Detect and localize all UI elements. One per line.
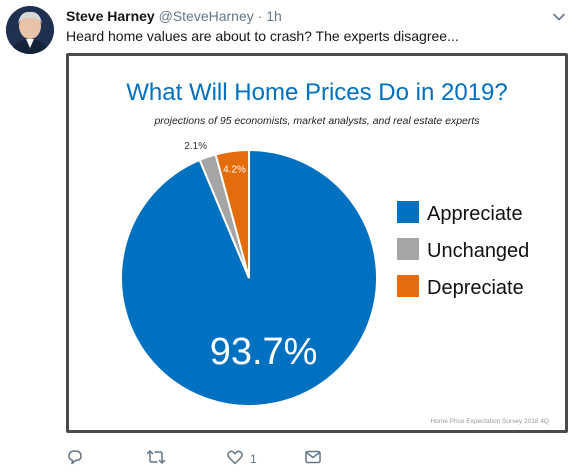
tweet-header: Steve Harney @SteveHarney · 1h xyxy=(66,8,282,24)
legend-label-unchanged: Unchanged xyxy=(427,240,529,262)
author-handle[interactable]: @SteveHarney xyxy=(158,8,254,24)
chart-source-footer: Home Price Expectation Survey 2018 4Q xyxy=(430,418,549,425)
pie-slices: 93.7% 2.1% 4.2% xyxy=(120,141,378,407)
like-icon xyxy=(227,450,243,465)
tweet-actions: 1 xyxy=(66,448,366,470)
legend-swatch-appreciate xyxy=(397,201,419,223)
tweet-text: Heard home values are about to crash? Th… xyxy=(66,28,459,44)
like-count: 1 xyxy=(250,452,257,466)
mail-icon xyxy=(305,450,321,464)
reply-icon xyxy=(68,450,82,465)
tweet-timestamp[interactable]: 1h xyxy=(266,8,282,24)
chart-image: What Will Home Prices Do in 2019? projec… xyxy=(69,56,565,430)
legend-swatch-depreciate xyxy=(397,275,419,297)
avatar-image xyxy=(6,6,54,54)
legend-label-depreciate: Depreciate xyxy=(427,277,524,299)
pie-slice-depreciate xyxy=(214,148,250,279)
tweet-image-card[interactable]: What Will Home Prices Do in 2019? projec… xyxy=(66,53,568,433)
author-name[interactable]: Steve Harney xyxy=(66,8,155,24)
avatar[interactable] xyxy=(6,6,54,54)
chevron-down-icon[interactable] xyxy=(552,10,566,24)
legend-swatch-unchanged xyxy=(397,238,419,260)
pie-chart: What Will Home Prices Do in 2019? projec… xyxy=(120,79,549,425)
chart-title: What Will Home Prices Do in 2019? xyxy=(126,79,507,106)
legend-label-appreciate: Appreciate xyxy=(427,203,523,225)
data-label-unchanged: 2.1% xyxy=(184,141,207,152)
header-separator: · xyxy=(257,8,263,24)
chart-legend: Appreciate Unchanged Depreciate xyxy=(397,201,529,299)
chart-subtitle: projections of 95 economists, market ana… xyxy=(153,115,480,127)
retweet-icon xyxy=(146,450,166,464)
data-label-depreciate: 4.2% xyxy=(223,164,246,175)
data-label-appreciate: 93.7% xyxy=(210,331,318,373)
